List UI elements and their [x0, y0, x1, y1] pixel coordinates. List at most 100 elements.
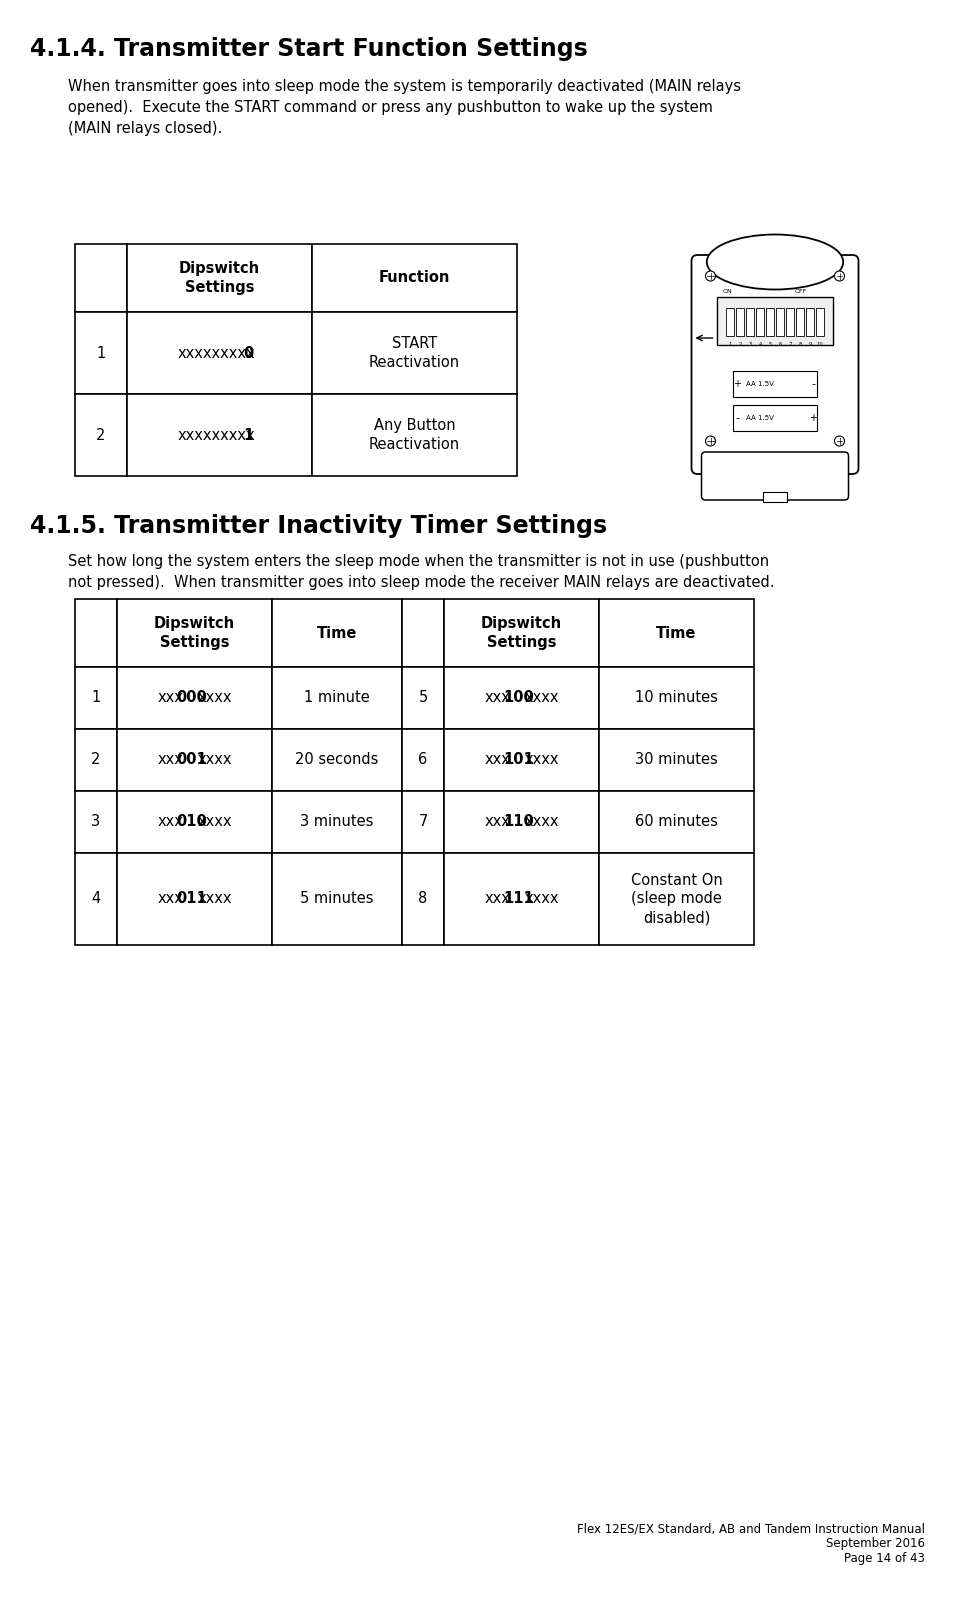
Bar: [402, 729, 444, 792]
Text: -: -: [735, 413, 739, 424]
Text: 5: 5: [418, 691, 428, 705]
Bar: [599, 852, 754, 945]
Bar: [75, 600, 117, 667]
Text: 8: 8: [418, 892, 428, 907]
Bar: [117, 792, 272, 852]
Bar: [599, 792, 754, 852]
Bar: [599, 729, 754, 792]
Bar: [746, 309, 754, 336]
Bar: [312, 312, 517, 393]
Bar: [312, 245, 517, 312]
Bar: [272, 667, 402, 729]
Text: Dipswitch
Settings: Dipswitch Settings: [179, 261, 260, 294]
Bar: [272, 792, 402, 852]
Text: Flex 12ES/EX Standard, AB and Tandem Instruction Manual: Flex 12ES/EX Standard, AB and Tandem Ins…: [577, 1522, 925, 1537]
Text: +: +: [809, 413, 817, 424]
Text: 3: 3: [748, 342, 752, 347]
Circle shape: [834, 270, 845, 281]
Bar: [75, 245, 127, 312]
Text: 5: 5: [768, 342, 772, 347]
Text: 101: 101: [503, 753, 533, 768]
Text: Dipswitch
Settings: Dipswitch Settings: [154, 616, 235, 649]
Text: Time: Time: [656, 625, 696, 641]
Text: xxx: xxx: [158, 691, 184, 705]
Text: Dipswitch
Settings: Dipswitch Settings: [480, 616, 562, 649]
Text: xxx: xxx: [485, 753, 511, 768]
Bar: [807, 309, 813, 336]
Text: 0: 0: [244, 345, 254, 360]
Text: Constant On
(sleep mode
disabled): Constant On (sleep mode disabled): [631, 873, 722, 926]
Text: 1: 1: [244, 427, 254, 443]
Bar: [444, 792, 599, 852]
Text: xxx: xxx: [485, 892, 511, 907]
Text: 010: 010: [175, 814, 206, 830]
Circle shape: [706, 270, 715, 281]
Text: AA 1.5V: AA 1.5V: [746, 381, 774, 387]
Bar: [75, 312, 127, 393]
Text: 7: 7: [788, 342, 792, 347]
Text: 1: 1: [728, 342, 732, 347]
Bar: [117, 852, 272, 945]
Bar: [444, 729, 599, 792]
Text: September 2016: September 2016: [826, 1538, 925, 1551]
Text: 6: 6: [418, 753, 428, 768]
Bar: [75, 792, 117, 852]
Text: 4: 4: [91, 892, 101, 907]
FancyBboxPatch shape: [701, 453, 849, 500]
Text: 10: 10: [817, 342, 824, 347]
Text: 000: 000: [175, 691, 206, 705]
Bar: [717, 297, 833, 345]
Text: 6: 6: [779, 342, 782, 347]
Text: +: +: [733, 379, 741, 389]
Text: xxxx: xxxx: [525, 753, 559, 768]
Text: 5 minutes: 5 minutes: [300, 892, 374, 907]
Circle shape: [706, 437, 715, 446]
Bar: [117, 600, 272, 667]
Text: 110: 110: [503, 814, 533, 830]
Text: 111: 111: [503, 892, 533, 907]
Bar: [733, 371, 817, 397]
Text: 7: 7: [418, 814, 428, 830]
Text: 9: 9: [808, 342, 811, 347]
Text: xxx: xxx: [158, 814, 184, 830]
Text: 10 minutes: 10 minutes: [635, 691, 718, 705]
Text: 2: 2: [91, 753, 101, 768]
Bar: [75, 393, 127, 477]
Text: 1: 1: [96, 345, 105, 360]
Text: 100: 100: [503, 691, 533, 705]
FancyBboxPatch shape: [691, 254, 858, 473]
Text: 001: 001: [175, 753, 206, 768]
Text: 8: 8: [798, 342, 802, 347]
Text: xxxx: xxxx: [198, 814, 232, 830]
Text: xxx: xxx: [158, 753, 184, 768]
Text: xxxxxxxxx: xxxxxxxxx: [177, 427, 255, 443]
Text: 20 seconds: 20 seconds: [295, 753, 379, 768]
Bar: [402, 667, 444, 729]
Bar: [766, 309, 774, 336]
Bar: [402, 792, 444, 852]
Bar: [402, 600, 444, 667]
Text: xxxx: xxxx: [525, 892, 559, 907]
Bar: [75, 852, 117, 945]
Bar: [272, 729, 402, 792]
Text: xxxx: xxxx: [198, 892, 232, 907]
Bar: [763, 492, 787, 502]
Text: xxx: xxx: [158, 892, 184, 907]
Text: 011: 011: [175, 892, 206, 907]
Text: 4.1.4. Transmitter Start Function Settings: 4.1.4. Transmitter Start Function Settin…: [30, 37, 588, 61]
Bar: [726, 309, 734, 336]
Text: xxxxxxxxx: xxxxxxxxx: [177, 345, 255, 360]
Bar: [444, 667, 599, 729]
Text: START
Reactivation: START Reactivation: [369, 336, 460, 369]
Bar: [444, 852, 599, 945]
Text: ON: ON: [723, 289, 733, 294]
Ellipse shape: [707, 235, 843, 289]
Text: xxx: xxx: [485, 691, 511, 705]
Text: 3: 3: [91, 814, 101, 830]
Bar: [272, 600, 402, 667]
Text: Set how long the system enters the sleep mode when the transmitter is not in use: Set how long the system enters the sleep…: [68, 553, 775, 590]
Text: 30 minutes: 30 minutes: [635, 753, 718, 768]
Text: xxx: xxx: [485, 814, 511, 830]
Text: -: -: [811, 379, 815, 389]
Text: xxxx: xxxx: [198, 753, 232, 768]
